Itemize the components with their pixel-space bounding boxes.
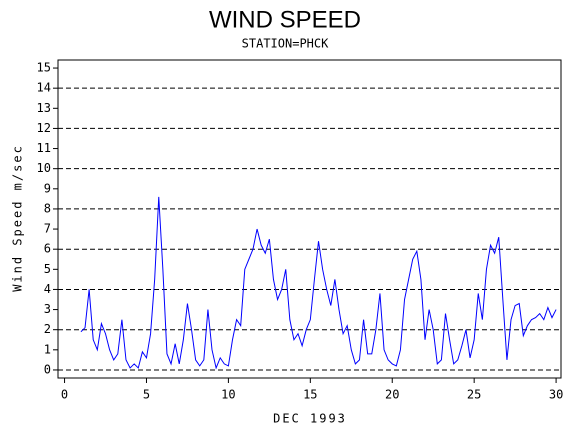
x-tick-label: 10 [221, 388, 235, 402]
y-tick-label: 7 [44, 222, 51, 236]
chart-subtitle: STATION=PHCK [242, 37, 329, 51]
plot-frame [57, 59, 562, 379]
y-tick-label: 15 [37, 61, 51, 75]
data-line [80, 196, 557, 370]
y-tick-label: 2 [44, 322, 51, 336]
x-tick-label: 30 [549, 388, 563, 402]
y-tick-label: 3 [44, 302, 51, 316]
x-axis-label: DEC 1993 [273, 412, 347, 426]
y-tick-label: 14 [37, 81, 51, 95]
x-tick-label: 15 [303, 388, 317, 402]
x-tick-label: 0 [61, 388, 68, 402]
chart-title: WIND SPEED [209, 6, 361, 33]
y-tick-label: 11 [37, 141, 51, 155]
x-tick-label: 20 [385, 388, 399, 402]
y-tick-label: 4 [44, 282, 51, 296]
y-tick-label: 12 [37, 121, 51, 135]
y-tick-label: 9 [44, 181, 51, 195]
y-tick-label: 13 [37, 101, 51, 115]
y-tick-label: 10 [37, 161, 51, 175]
y-tick-label: 6 [44, 242, 51, 256]
y-tick-label: 0 [44, 362, 51, 376]
y-axis-label: Wind Speed m/sec [11, 144, 25, 292]
x-tick-label: 25 [467, 388, 481, 402]
y-tick-label: 5 [44, 262, 51, 276]
y-tick-label: 1 [44, 342, 51, 356]
x-tick-label: 5 [143, 388, 150, 402]
y-tick-label: 8 [44, 201, 51, 215]
